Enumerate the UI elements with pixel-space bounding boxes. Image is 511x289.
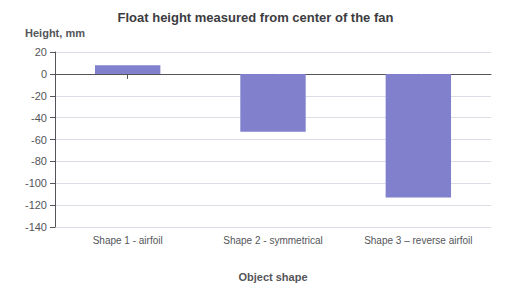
svg-text:-120: -120 — [25, 199, 47, 211]
svg-text:0: 0 — [41, 68, 47, 80]
svg-text:Shape 1 - airfoil: Shape 1 - airfoil — [93, 235, 163, 246]
svg-text:20: 20 — [35, 46, 47, 58]
svg-text:Float height measured from cen: Float height measured from center of the… — [118, 10, 394, 25]
svg-text:-60: -60 — [31, 134, 47, 146]
svg-text:-100: -100 — [25, 177, 47, 189]
svg-text:Shape 3 – reverse airfoil: Shape 3 – reverse airfoil — [364, 235, 472, 246]
svg-text:-40: -40 — [31, 112, 47, 124]
svg-text:Shape 2 - symmetrical: Shape 2 - symmetrical — [223, 235, 322, 246]
svg-text:-140: -140 — [25, 221, 47, 233]
svg-text:-20: -20 — [31, 90, 47, 102]
svg-text:-80: -80 — [31, 155, 47, 167]
svg-text:Height, mm: Height, mm — [25, 27, 85, 39]
svg-text:Object shape: Object shape — [238, 271, 307, 283]
